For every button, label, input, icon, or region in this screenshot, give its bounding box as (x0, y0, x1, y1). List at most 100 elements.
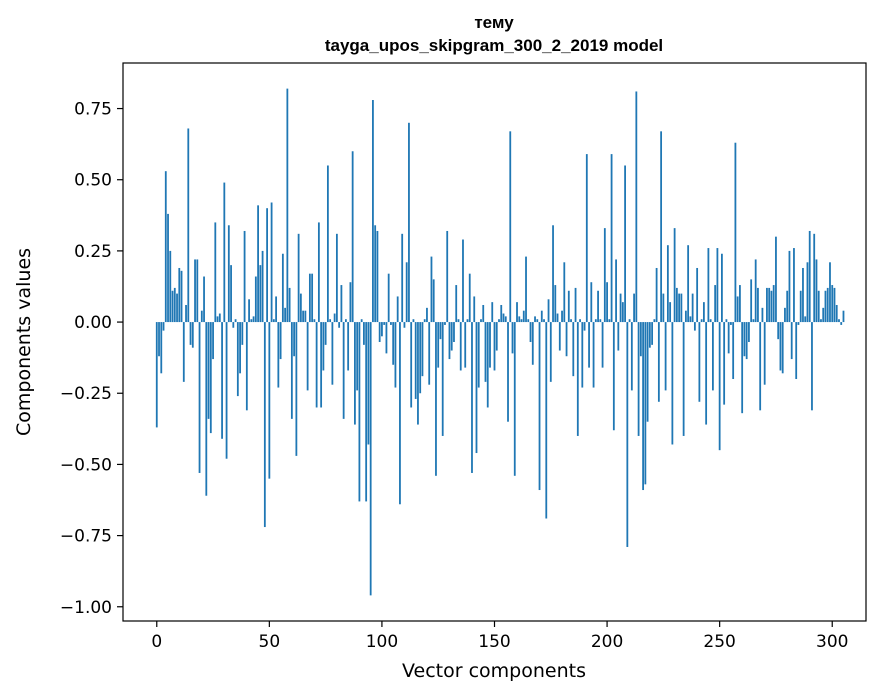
bar (275, 296, 277, 323)
bar (417, 322, 419, 425)
bar (646, 322, 649, 422)
bar (212, 322, 214, 360)
bar (236, 322, 239, 397)
bar (322, 322, 325, 371)
bar (464, 322, 467, 368)
bar (182, 322, 185, 382)
bar (657, 322, 660, 402)
bar (603, 228, 606, 323)
bar (498, 319, 500, 323)
x-axis-label: Vector components (402, 660, 586, 682)
bar (723, 322, 726, 405)
bar (725, 319, 728, 323)
bar (576, 322, 579, 436)
bar (189, 322, 192, 345)
bar (707, 248, 710, 323)
bar (626, 322, 629, 547)
bar (311, 273, 314, 323)
bar (752, 319, 755, 323)
bar (223, 182, 226, 323)
bar (536, 319, 539, 323)
bar (633, 293, 635, 323)
bar (599, 319, 602, 323)
bar (590, 282, 593, 323)
bar (290, 322, 293, 419)
bar (601, 322, 604, 368)
y-axis-label: Components values (13, 248, 35, 436)
bar (281, 253, 284, 323)
bar (272, 319, 275, 323)
bar (408, 122, 410, 323)
bar (606, 282, 608, 323)
bar (702, 302, 705, 323)
bar (410, 322, 413, 408)
bar (457, 319, 460, 323)
bar (155, 322, 158, 428)
bar (757, 287, 759, 323)
y-tick-label: 0.25 (74, 242, 112, 262)
bar (295, 322, 298, 456)
bar (826, 287, 829, 323)
bar (698, 322, 701, 402)
bar (308, 273, 311, 323)
bar (421, 322, 424, 377)
bar (630, 322, 633, 391)
y-tick-label: −0.25 (60, 384, 112, 404)
bar (718, 322, 721, 451)
bar (500, 304, 503, 323)
bar (178, 267, 181, 323)
bar (644, 322, 647, 485)
x-tick-label: 50 (259, 632, 281, 652)
bar (727, 322, 730, 354)
bar (833, 287, 836, 323)
bar (754, 259, 757, 323)
bar (829, 262, 831, 323)
bar (759, 322, 762, 411)
bar (227, 225, 230, 323)
bar (671, 322, 674, 445)
bar (342, 322, 345, 419)
bar (317, 222, 320, 323)
y-tick-label: −0.75 (60, 527, 112, 547)
bar (164, 171, 167, 323)
bar (664, 322, 667, 391)
bar (221, 322, 223, 439)
bar (579, 319, 581, 323)
bar (795, 322, 798, 380)
bar (507, 322, 509, 422)
plot-frame (122, 62, 867, 622)
bar (522, 310, 525, 323)
bar (196, 259, 199, 323)
bar (176, 293, 178, 323)
bar (493, 322, 496, 371)
bar (428, 322, 431, 385)
bar (234, 319, 237, 323)
bar (696, 267, 699, 323)
bar (439, 322, 442, 340)
bar (748, 322, 750, 342)
bar (570, 319, 572, 323)
bar (655, 267, 658, 323)
bar (529, 322, 532, 342)
bar (374, 225, 377, 323)
y-tick-label: 0.75 (74, 100, 112, 120)
bar (257, 205, 259, 323)
bar (209, 322, 212, 434)
bar (734, 142, 737, 323)
bar (340, 285, 343, 323)
bar (286, 88, 289, 323)
bar (840, 322, 843, 325)
bar (191, 322, 194, 348)
bar (320, 322, 323, 408)
bar (736, 296, 739, 323)
bar (770, 290, 773, 323)
bar (543, 319, 545, 323)
bar (563, 262, 566, 323)
bar (365, 322, 368, 502)
x-tick-label: 150 (478, 632, 510, 652)
bar (639, 322, 642, 357)
bar (820, 319, 822, 323)
x-tick-label: 200 (591, 632, 623, 652)
bar (516, 302, 518, 323)
bar (232, 322, 235, 328)
